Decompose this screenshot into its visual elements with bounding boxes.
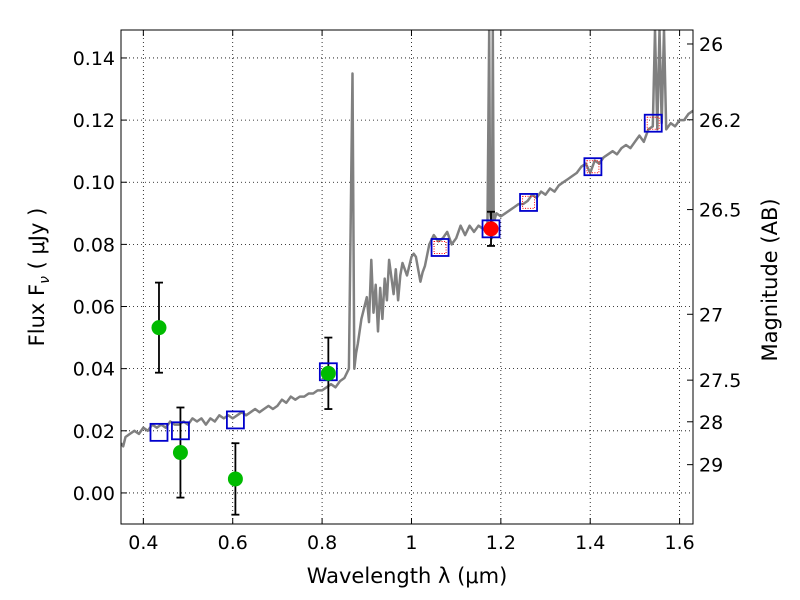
y2-tick-label: 28 — [699, 412, 723, 434]
y-tick-label: 0.08 — [73, 234, 115, 256]
y-tick-label: 0.10 — [73, 172, 115, 194]
model-photometry-inner-square — [433, 240, 447, 254]
model-photometry-square — [171, 421, 190, 441]
y-tick-label: 0.06 — [73, 297, 115, 319]
plot-background — [121, 30, 693, 524]
observed-flux-point — [227, 471, 243, 487]
x-tick-label: 1 — [405, 532, 417, 554]
model-photometry-square — [643, 113, 663, 133]
y-tick-label: 0.14 — [73, 48, 115, 70]
y2-tick-label: 29 — [699, 455, 723, 477]
x-tick-label: 1.4 — [575, 532, 605, 554]
plot-content — [121, 30, 693, 516]
y2-tick-label: 26 — [699, 34, 723, 56]
model-photometry-square — [149, 422, 169, 442]
axes: 0.4 0.6 0.8 1 1.2 1.4 1.6 0.00 0.02 0.04 0.06 0.08 0… — [73, 30, 741, 554]
x-tick-label: 1.2 — [486, 532, 516, 554]
model-photometry-square — [225, 410, 245, 430]
data-layer — [121, 30, 693, 516]
y-axis-label: Flux Fν ( μJy ) — [25, 208, 53, 347]
model-photometry-square — [481, 219, 501, 239]
plot-frame — [120, 29, 694, 525]
grid — [121, 30, 693, 524]
observed-flux-point — [483, 221, 499, 237]
y-axis-label-unit: ( μJy ) — [25, 208, 49, 276]
x-tick-label: 0.4 — [128, 532, 158, 554]
y2-tick-label: 27.5 — [699, 370, 741, 392]
y2-tick-label: 27 — [699, 304, 723, 326]
y-tick-label: 0.04 — [73, 359, 115, 381]
model-photometry-square — [583, 157, 603, 177]
model-photometry-square — [430, 238, 450, 257]
x-tick-label: 1.6 — [664, 532, 694, 554]
model-photometry-inner-square — [522, 195, 536, 209]
y2-tick-label: 26.2 — [699, 110, 741, 132]
x-axis-label: Wavelength λ (μm) — [307, 564, 508, 588]
observed-flux-point — [320, 365, 336, 381]
observed-flux-point — [172, 445, 188, 461]
y-tick-label: 0.02 — [73, 421, 115, 443]
y-axis-label-main: Flux F — [25, 284, 49, 346]
x-tick-label: 0.8 — [307, 532, 337, 554]
y-tick-label: 0.00 — [73, 483, 115, 505]
model-photometry-inner-square — [586, 160, 600, 174]
x-tick-label: 0.6 — [218, 532, 248, 554]
model-photometry-inner-square — [646, 116, 660, 130]
observed-flux-point — [151, 320, 167, 336]
y2-tick-label: 26.5 — [699, 200, 741, 222]
y-tick-label: 0.12 — [73, 110, 115, 132]
model-photometry-square — [519, 193, 538, 212]
y-axis-label-sub: ν — [37, 276, 53, 284]
secondary-y-axis-label: Magnitude (AB) — [758, 198, 782, 361]
